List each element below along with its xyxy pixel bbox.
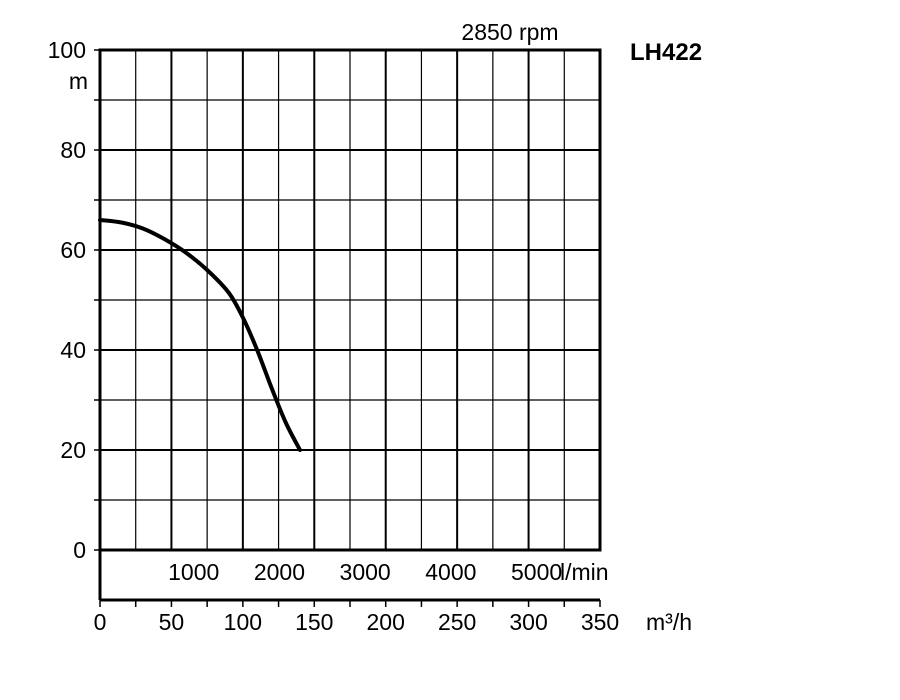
secondary-x-tick-label: 4000 [425,559,476,585]
data-point [120,222,122,223]
grid-lines [100,50,600,550]
data-point [142,228,144,229]
secondary-x-tick-label: 2000 [254,559,305,585]
y-tick-label: 20 [60,437,86,463]
x-tick-label: 200 [367,609,405,635]
data-point [256,349,258,351]
data-point [242,317,244,318]
data-point [99,219,101,221]
data-point [285,422,287,423]
x-axis-label: m³/h [646,609,692,635]
x-tick-label: 0 [94,609,107,635]
x-tick-label: 250 [438,609,476,635]
y-tick-labels: 0 20 40 60 80 100 [48,37,86,563]
secondary-x-tick-label: 1000 [168,559,219,585]
data-point [206,269,208,271]
data-point [299,449,301,451]
x-tick-label: 100 [224,609,262,635]
secondary-x-axis-label: l/min [560,559,609,585]
data-point [228,292,230,293]
secondary-x-tick-label: 3000 [340,559,391,585]
y-tick-label: 100 [48,37,86,63]
x-tick-label: 50 [159,609,185,635]
y-tick-label: 40 [60,337,86,363]
y-tick-label: 0 [73,537,86,563]
data-point [185,252,187,253]
x-tick-labels: 0 50 100 150 200 250 300 350 [94,609,620,635]
data-point [270,387,272,388]
y-tick-label: 80 [60,137,86,163]
series-line [98,218,302,452]
series-curves [98,218,302,452]
x-tick-label: 300 [509,609,547,635]
data-point [163,238,165,240]
secondary-x-tick-label: 5000 [511,559,562,585]
y-tick-label: 60 [60,237,86,263]
secondary-x-tick-labels: 1000 2000 3000 4000 5000 [168,559,562,585]
chart-subtitle: 2850 rpm [461,19,558,45]
x-tick-label: 350 [581,609,619,635]
y-axis-label: m [69,68,88,94]
chart-title: LH422 [630,39,702,66]
chart-frame [94,48,602,607]
x-tick-label: 150 [295,609,333,635]
